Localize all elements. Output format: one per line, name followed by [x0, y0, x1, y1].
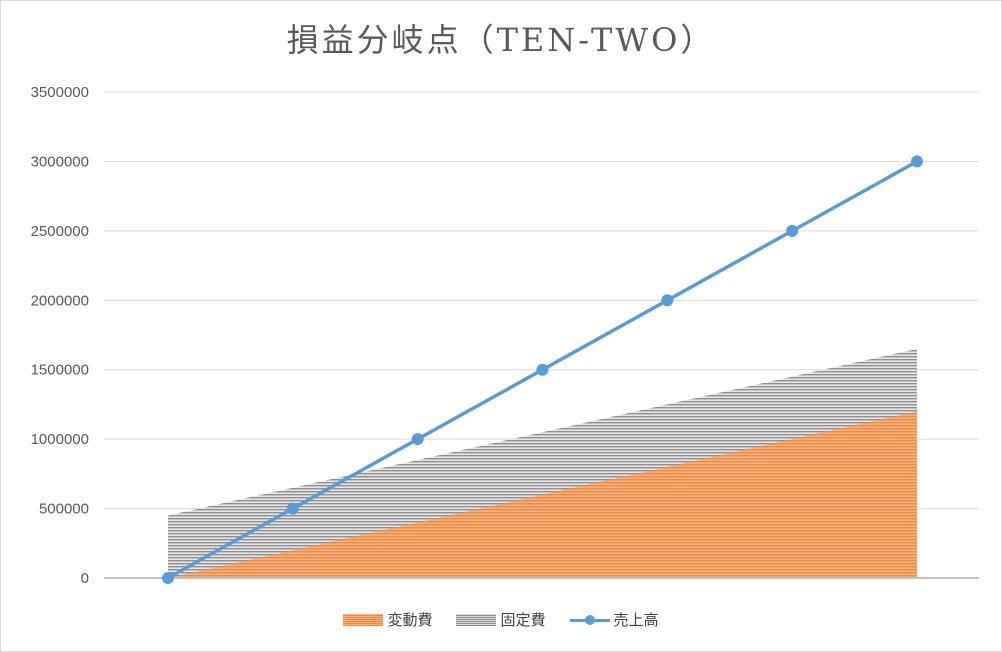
legend-item-fixed-cost: 固定費: [456, 609, 546, 630]
legend-item-sales: 売上高: [569, 609, 659, 630]
y-tick-label: 1500000: [31, 362, 89, 379]
sales-point: [162, 572, 174, 584]
legend-swatch-fixed-cost: [456, 613, 497, 626]
sales-point: [911, 155, 923, 168]
variable-cost-area: [168, 411, 917, 578]
legend-item-variable-cost: 変動費: [343, 609, 432, 630]
y-tick-label: 2500000: [31, 223, 89, 240]
y-tick-label: 3000000: [31, 153, 89, 170]
legend-swatch-variable-cost: [343, 613, 384, 626]
chart-title: 損益分岐点（TEN-TWO）: [286, 21, 716, 59]
sales-point: [411, 433, 424, 446]
y-tick-label: 500000: [39, 501, 89, 518]
y-tick-label: 2000000: [31, 292, 89, 309]
y-tick-label: 1000000: [31, 431, 89, 448]
sales-point: [661, 294, 674, 307]
sales-point: [536, 363, 549, 376]
sales-point: [286, 502, 299, 515]
sales-point: [786, 224, 799, 237]
y-tick-label: 3500000: [31, 84, 89, 101]
y-tick-label: 0: [81, 570, 89, 587]
legend: 変動費 固定費 売上高: [1, 609, 1001, 630]
legend-label-sales: 売上高: [613, 611, 659, 629]
legend-swatch-sales: [569, 614, 610, 626]
legend-label-fixed-cost: 固定費: [500, 611, 546, 629]
legend-label-variable-cost: 変動費: [387, 611, 433, 629]
